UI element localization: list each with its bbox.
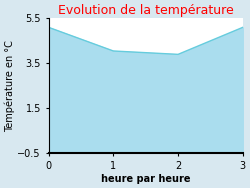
Y-axis label: Température en °C: Température en °C bbox=[4, 40, 15, 132]
Title: Evolution de la température: Evolution de la température bbox=[58, 4, 234, 17]
X-axis label: heure par heure: heure par heure bbox=[101, 174, 190, 184]
